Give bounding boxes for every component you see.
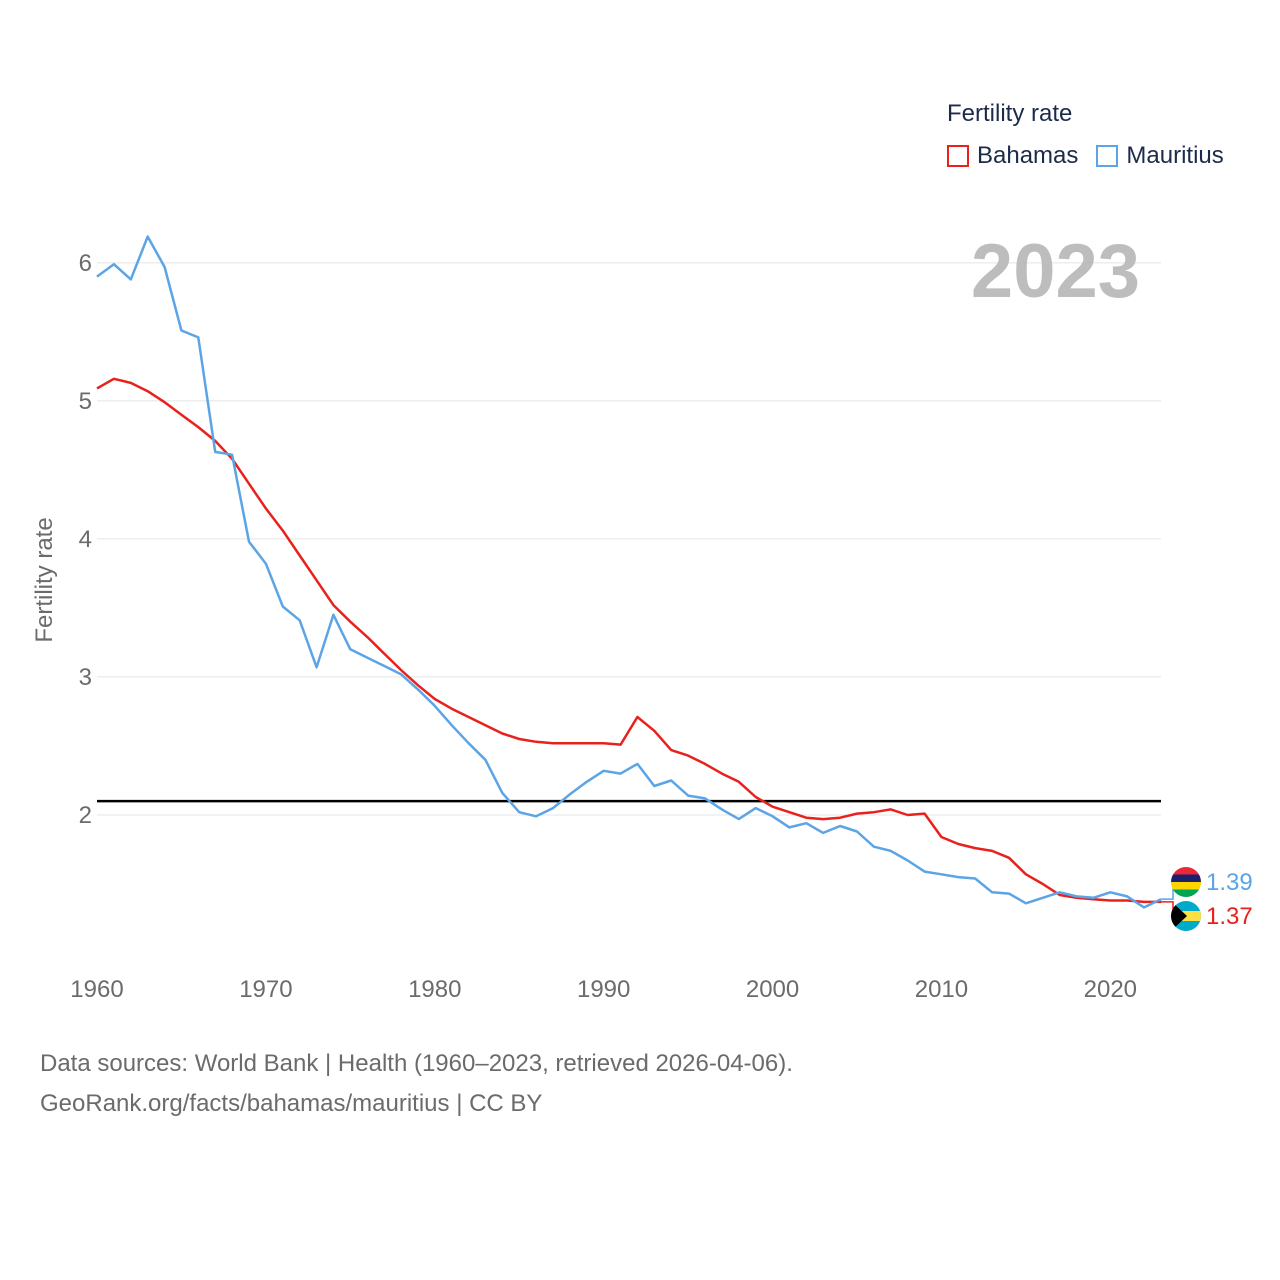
- legend: Bahamas Mauritius: [947, 142, 1242, 170]
- mauritius-flag-icon: [1171, 867, 1201, 897]
- end-connector-mauritius: [1161, 882, 1174, 900]
- source-note: Data sources: World Bank | Health (1960–…: [40, 1044, 793, 1124]
- year-label: 2023: [970, 229, 1140, 314]
- y-tick-label-4: 4: [79, 526, 92, 553]
- grid: 2 3 4 5 6 1960 1970 1980 1990 2000 2010 2020: [70, 250, 1161, 1003]
- end-value-label-mauritius: 1.39: [1206, 869, 1253, 896]
- x-tick-label-2020: 2020: [1084, 976, 1137, 1003]
- legend-label-bahamas: Bahamas: [977, 142, 1079, 169]
- series-line-mauritius: [96, 235, 1162, 909]
- flag-stripe: [1171, 889, 1201, 897]
- x-tick-label-1980: 1980: [408, 976, 461, 1003]
- bahamas-flag-icon: [1171, 901, 1201, 931]
- legend-swatch-mauritius: [1096, 145, 1119, 167]
- series-line-bahamas: [96, 377, 1161, 904]
- end-labels: 1.37 1.39: [1161, 867, 1253, 931]
- flag-stripe: [1171, 882, 1201, 890]
- x-tick-label-2000: 2000: [746, 976, 799, 1003]
- y-tick-label-2: 2: [79, 802, 92, 829]
- y-tick-label-6: 6: [79, 250, 92, 277]
- legend-item-bahamas[interactable]: Bahamas: [947, 142, 1078, 170]
- source-line-2[interactable]: GeoRank.org/facts/bahamas/mauritius | CC…: [40, 1090, 543, 1117]
- legend-item-mauritius[interactable]: Mauritius: [1096, 142, 1224, 170]
- legend-swatch-bahamas: [947, 145, 969, 167]
- series-group: [96, 235, 1162, 909]
- end-value-label-bahamas: 1.37: [1206, 903, 1253, 930]
- y-axis-label: Fertility rate: [31, 517, 58, 642]
- y-tick-label-3: 3: [79, 664, 92, 691]
- flag-stripe: [1171, 867, 1201, 875]
- x-tick-label-1960: 1960: [70, 976, 123, 1003]
- x-tick-label-1990: 1990: [577, 976, 630, 1003]
- flag-triangle: [1171, 901, 1187, 931]
- x-tick-label-2010: 2010: [915, 976, 968, 1003]
- source-line-1: Data sources: World Bank | Health (1960–…: [40, 1050, 793, 1077]
- flag-stripe: [1171, 874, 1201, 882]
- legend-title: Fertility rate: [947, 100, 1073, 127]
- x-tick-label-1970: 1970: [239, 976, 292, 1003]
- y-tick-label-5: 5: [79, 388, 92, 415]
- legend-label-mauritius: Mauritius: [1126, 142, 1224, 169]
